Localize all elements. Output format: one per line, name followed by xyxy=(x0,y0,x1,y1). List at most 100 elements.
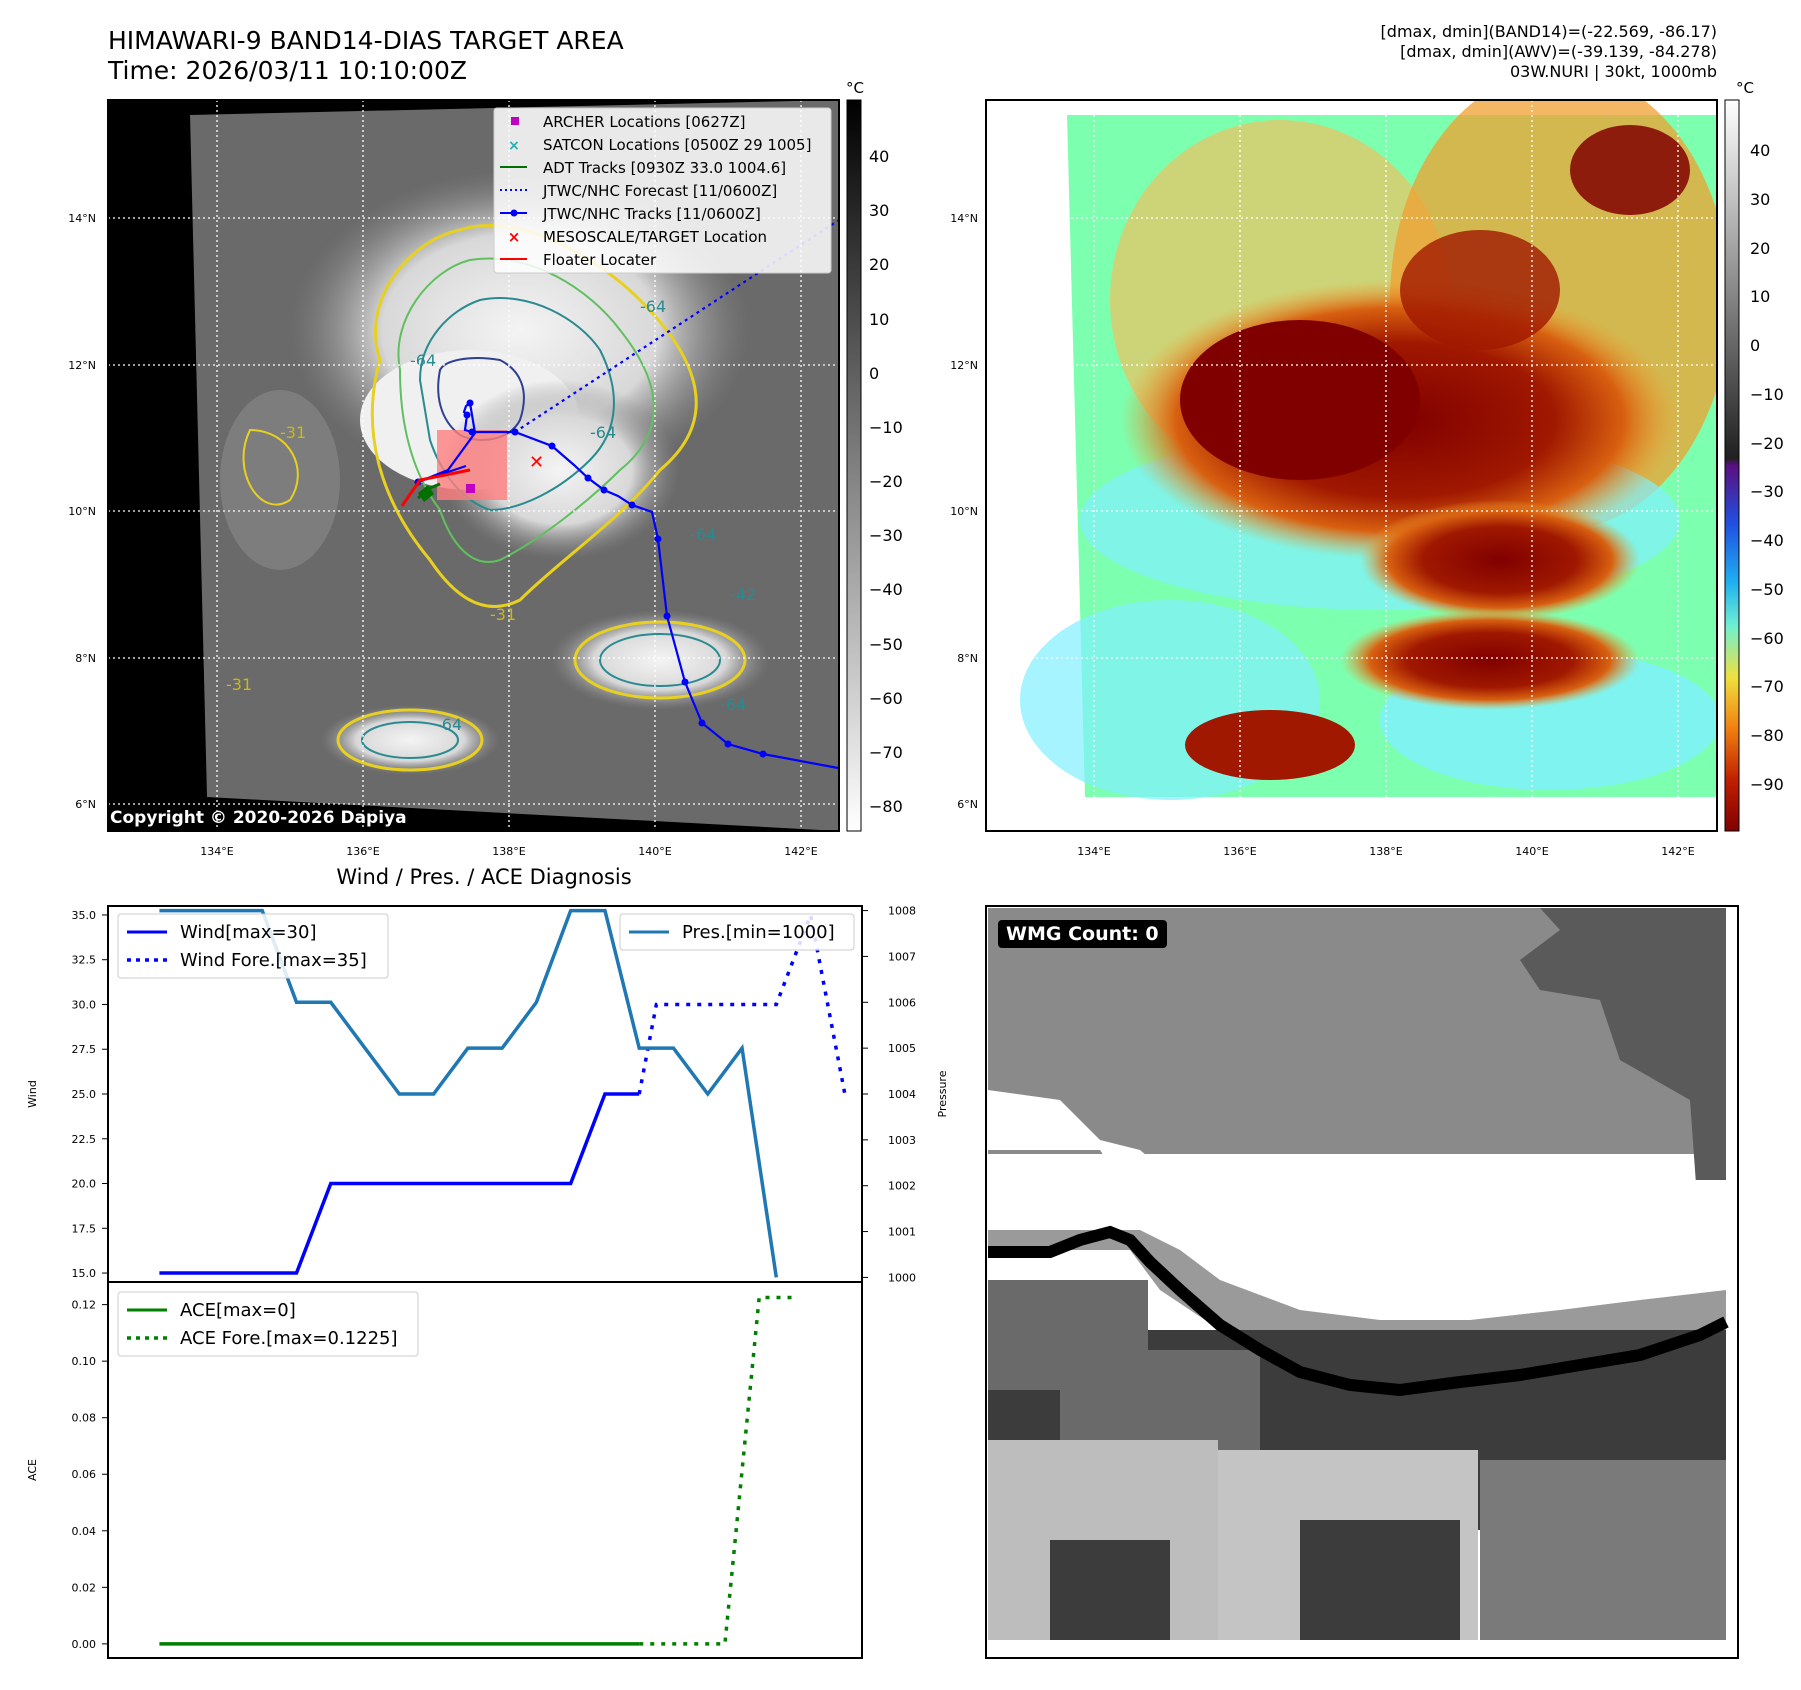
ace-axis-label: ACE xyxy=(26,1459,39,1481)
y2tick-label: 1004 xyxy=(888,1088,916,1101)
lat-tick: 10°N xyxy=(68,505,96,518)
lat-tick: 12°N xyxy=(950,359,978,372)
y2tick-label: 1002 xyxy=(888,1180,916,1193)
lat-tick: 10°N xyxy=(950,505,978,518)
contour-label: -64 xyxy=(436,715,462,734)
ytick-label: 0.02 xyxy=(72,1581,97,1594)
ytick-label: 0.04 xyxy=(72,1525,97,1538)
awv-map xyxy=(986,100,1717,831)
ytick-label: 20.0 xyxy=(72,1178,97,1191)
ytick-label: 15.0 xyxy=(72,1267,97,1280)
lat-tick: 6°N xyxy=(957,798,978,811)
info-line1: [dmax, dmin](BAND14)=(-22.569, -86.17) xyxy=(1380,22,1717,41)
y2tick-label: 1003 xyxy=(888,1134,916,1147)
legend-label: ACE[max=0] xyxy=(180,1300,296,1321)
colorbar-tick: −10 xyxy=(1750,385,1784,404)
colorbar-tick: 10 xyxy=(869,310,889,329)
lon-tick: 140°E xyxy=(638,845,671,858)
y2tick-label: 1008 xyxy=(888,905,916,918)
ytick-label: 0.12 xyxy=(72,1299,97,1312)
lat-tick: 6°N xyxy=(75,798,96,811)
colorbar-tick: −60 xyxy=(869,689,903,708)
lon-tick: 142°E xyxy=(1661,845,1694,858)
lon-tick: 142°E xyxy=(784,845,817,858)
lon-tick: 140°E xyxy=(1515,845,1548,858)
ytick-label: 25.0 xyxy=(72,1088,97,1101)
floater-locater xyxy=(400,468,471,507)
pressure-axis-label: Pressure xyxy=(936,1070,949,1117)
legend-label: Wind[max=30] xyxy=(180,922,317,943)
contour-label: -31 xyxy=(226,675,252,694)
colorbar-tick: 40 xyxy=(1750,141,1770,160)
info-line3: 03W.NURI | 30kt, 1000mb xyxy=(1509,62,1717,81)
colorbar-tick: 40 xyxy=(869,147,889,166)
legend-label: Wind Fore.[max=35] xyxy=(180,950,367,971)
colorbar-unit: °C xyxy=(1736,79,1754,97)
colorbar-tick: −40 xyxy=(869,580,903,599)
lon-tick: 138°E xyxy=(1369,845,1402,858)
mesoscale-target-marker: ✕ xyxy=(529,452,544,473)
series-line xyxy=(639,1295,794,1646)
colorbar-tick: −60 xyxy=(1750,629,1784,648)
colorbar-tick: 30 xyxy=(869,201,889,220)
y2tick-label: 1006 xyxy=(888,996,916,1009)
lat-tick: 14°N xyxy=(950,212,978,225)
pressure-legend: Pres.[min=1000] xyxy=(619,913,855,951)
series-line xyxy=(159,908,779,1278)
colorbar-tick: −30 xyxy=(1750,482,1784,501)
contour-label: -42 xyxy=(730,585,756,604)
colorbar-tick: −50 xyxy=(869,635,903,654)
y2tick-label: 1007 xyxy=(888,950,916,963)
legend-label: SATCON Locations [0500Z 29 1005] xyxy=(543,136,811,154)
colorbar-tick: 0 xyxy=(869,364,879,383)
wind-axis-label: Wind xyxy=(26,1080,39,1108)
colorbar-tick: 30 xyxy=(1750,190,1770,209)
colorbar-tick: −10 xyxy=(869,418,903,437)
lon-tick: 136°E xyxy=(346,845,379,858)
legend-label: JTWC/NHC Tracks [11/0600Z] xyxy=(542,205,761,223)
lat-tick: 14°N xyxy=(68,212,96,225)
colorbar-tick: −20 xyxy=(869,472,903,491)
colorbar-tick: −50 xyxy=(1750,580,1784,599)
contour-label: -64 xyxy=(410,351,436,370)
legend-marker-archer xyxy=(511,117,519,125)
figure-title: HIMAWARI-9 BAND14-DIAS TARGET AREA Time:… xyxy=(108,26,624,86)
series-line xyxy=(159,1092,640,1275)
awv-colorbar: °C 40 30 20 10 0 −10 −20 −30 −40 −50 −60… xyxy=(1724,79,1784,832)
ytick-label: 32.5 xyxy=(72,954,97,967)
ytick-label: 0.10 xyxy=(72,1355,97,1368)
colorbar-tick: 0 xyxy=(1750,336,1760,355)
wmg-count-badge: WMG Count: 0 xyxy=(998,920,1167,948)
colorbar-tick: −30 xyxy=(869,526,903,545)
legend-label: JTWC/NHC Forecast [11/0600Z] xyxy=(542,182,777,200)
colorbar-tick: −70 xyxy=(869,743,903,762)
y2tick-label: 1001 xyxy=(888,1226,916,1239)
ytick-label: 27.5 xyxy=(72,1043,97,1056)
archer-location xyxy=(466,484,475,493)
map-legend: × × ARCHER Locations [0627Z] SATCON Loca… xyxy=(493,107,832,274)
legend-label: ADT Tracks [0930Z 33.0 1004.6] xyxy=(543,159,786,177)
wmg-map xyxy=(986,906,1738,1658)
colorbar-tick: 10 xyxy=(1750,287,1770,306)
ytick-label: 0.00 xyxy=(72,1638,97,1651)
title-line2: Time: 2026/03/11 10:10:00Z xyxy=(108,56,467,85)
colorbar-tick: −40 xyxy=(1750,531,1784,550)
lat-tick: 12°N xyxy=(68,359,96,372)
colorbar-tick: −80 xyxy=(869,797,903,816)
lon-tick: 134°E xyxy=(200,845,233,858)
ytick-label: 35.0 xyxy=(72,909,97,922)
contour-label: -64 xyxy=(720,695,746,714)
contour-label: -31 xyxy=(280,423,306,442)
legend-label: ARCHER Locations [0627Z] xyxy=(543,113,746,131)
lon-tick: 138°E xyxy=(492,845,525,858)
colorbar-tick: −70 xyxy=(1750,677,1784,696)
y2tick-label: 1005 xyxy=(888,1042,916,1055)
lat-tick: 8°N xyxy=(957,652,978,665)
ytick-label: 30.0 xyxy=(72,998,97,1011)
contour-label: -31 xyxy=(490,605,516,624)
legend-label: MESOSCALE/TARGET Location xyxy=(543,228,767,246)
lon-tick: 134°E xyxy=(1077,845,1110,858)
legend-marker-mesoscale: × xyxy=(508,228,521,246)
colorbar-tick: 20 xyxy=(869,255,889,274)
